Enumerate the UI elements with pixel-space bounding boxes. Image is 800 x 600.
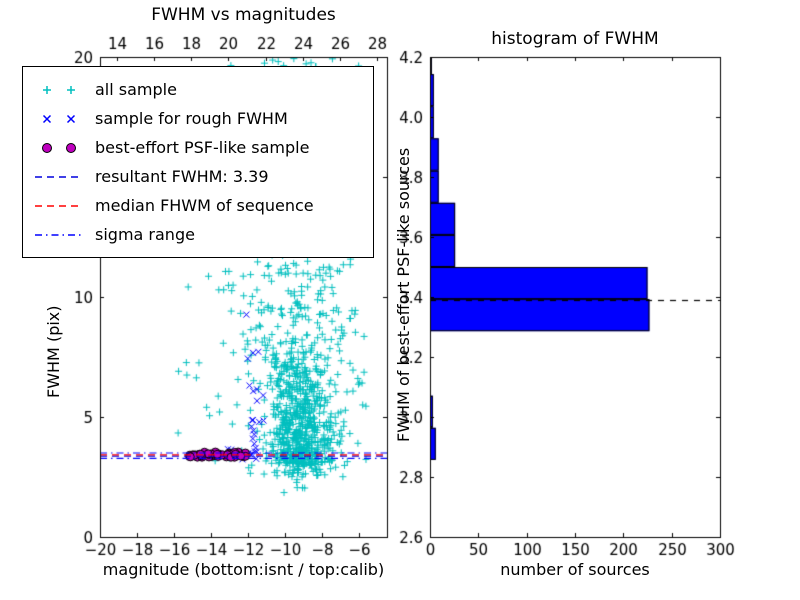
legend-item-label: all sample (95, 80, 177, 99)
legend-item-label: sample for rough FWHM (95, 109, 288, 128)
legend-item-label: best-effort PSF-like sample (95, 138, 310, 157)
legend-item: sample for rough FWHM (33, 104, 363, 133)
legend: all sample sample for rough FWHM best-effo… (22, 66, 374, 258)
right-plot-ylabel: FWHM of best-effort PSF-like sources (394, 147, 413, 442)
right-plot-xlabel: number of sources (500, 560, 650, 579)
left-plot-ylabel: FWHM (pix) (44, 305, 63, 399)
legend-plus-marker-icon (43, 85, 75, 94)
left-plot-xlabel: magnitude (bottom:isnt / top:calib) (102, 560, 385, 579)
legend-item-label: sigma range (95, 225, 195, 244)
legend-dashdot-line-icon (35, 233, 83, 236)
legend-x-marker-icon (42, 114, 76, 123)
legend-dashed-line-icon (35, 175, 83, 178)
legend-item-label: resultant FWHM: 3.39 (95, 167, 269, 186)
legend-item: all sample (33, 75, 363, 104)
legend-item: resultant FWHM: 3.39 (33, 162, 363, 191)
right-plot-title: histogram of FWHM (491, 29, 659, 49)
legend-item-label: median FHWM of sequence (95, 196, 314, 215)
legend-dashed-line-icon (35, 204, 83, 207)
legend-item: median FHWM of sequence (33, 191, 363, 220)
legend-item: best-effort PSF-like sample (33, 133, 363, 162)
legend-circle-marker-icon (42, 142, 76, 153)
legend-item: sigma range (33, 220, 363, 249)
left-plot-title: FWHM vs magnitudes (151, 5, 336, 25)
